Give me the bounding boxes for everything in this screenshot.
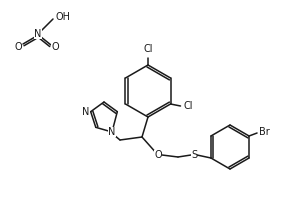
Text: O: O <box>51 42 59 52</box>
Text: N: N <box>108 127 116 137</box>
Text: Br: Br <box>259 127 270 137</box>
Text: OH: OH <box>55 12 70 22</box>
Text: O: O <box>154 150 162 160</box>
Text: O: O <box>14 42 22 52</box>
Text: N: N <box>82 107 90 117</box>
Text: Cl: Cl <box>184 101 193 111</box>
Text: S: S <box>191 150 197 160</box>
Text: Cl: Cl <box>143 44 153 54</box>
Text: N: N <box>34 29 42 39</box>
